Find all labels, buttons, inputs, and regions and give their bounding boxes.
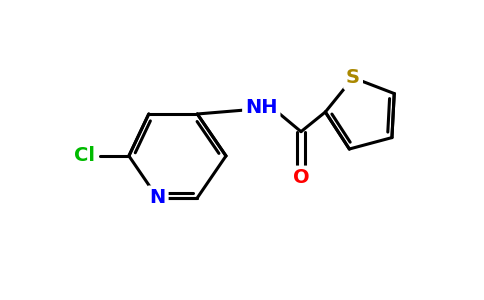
Text: N: N bbox=[150, 188, 166, 207]
Text: NH: NH bbox=[245, 98, 277, 117]
Text: Cl: Cl bbox=[74, 146, 95, 165]
Text: S: S bbox=[346, 68, 360, 87]
Text: O: O bbox=[293, 169, 309, 188]
